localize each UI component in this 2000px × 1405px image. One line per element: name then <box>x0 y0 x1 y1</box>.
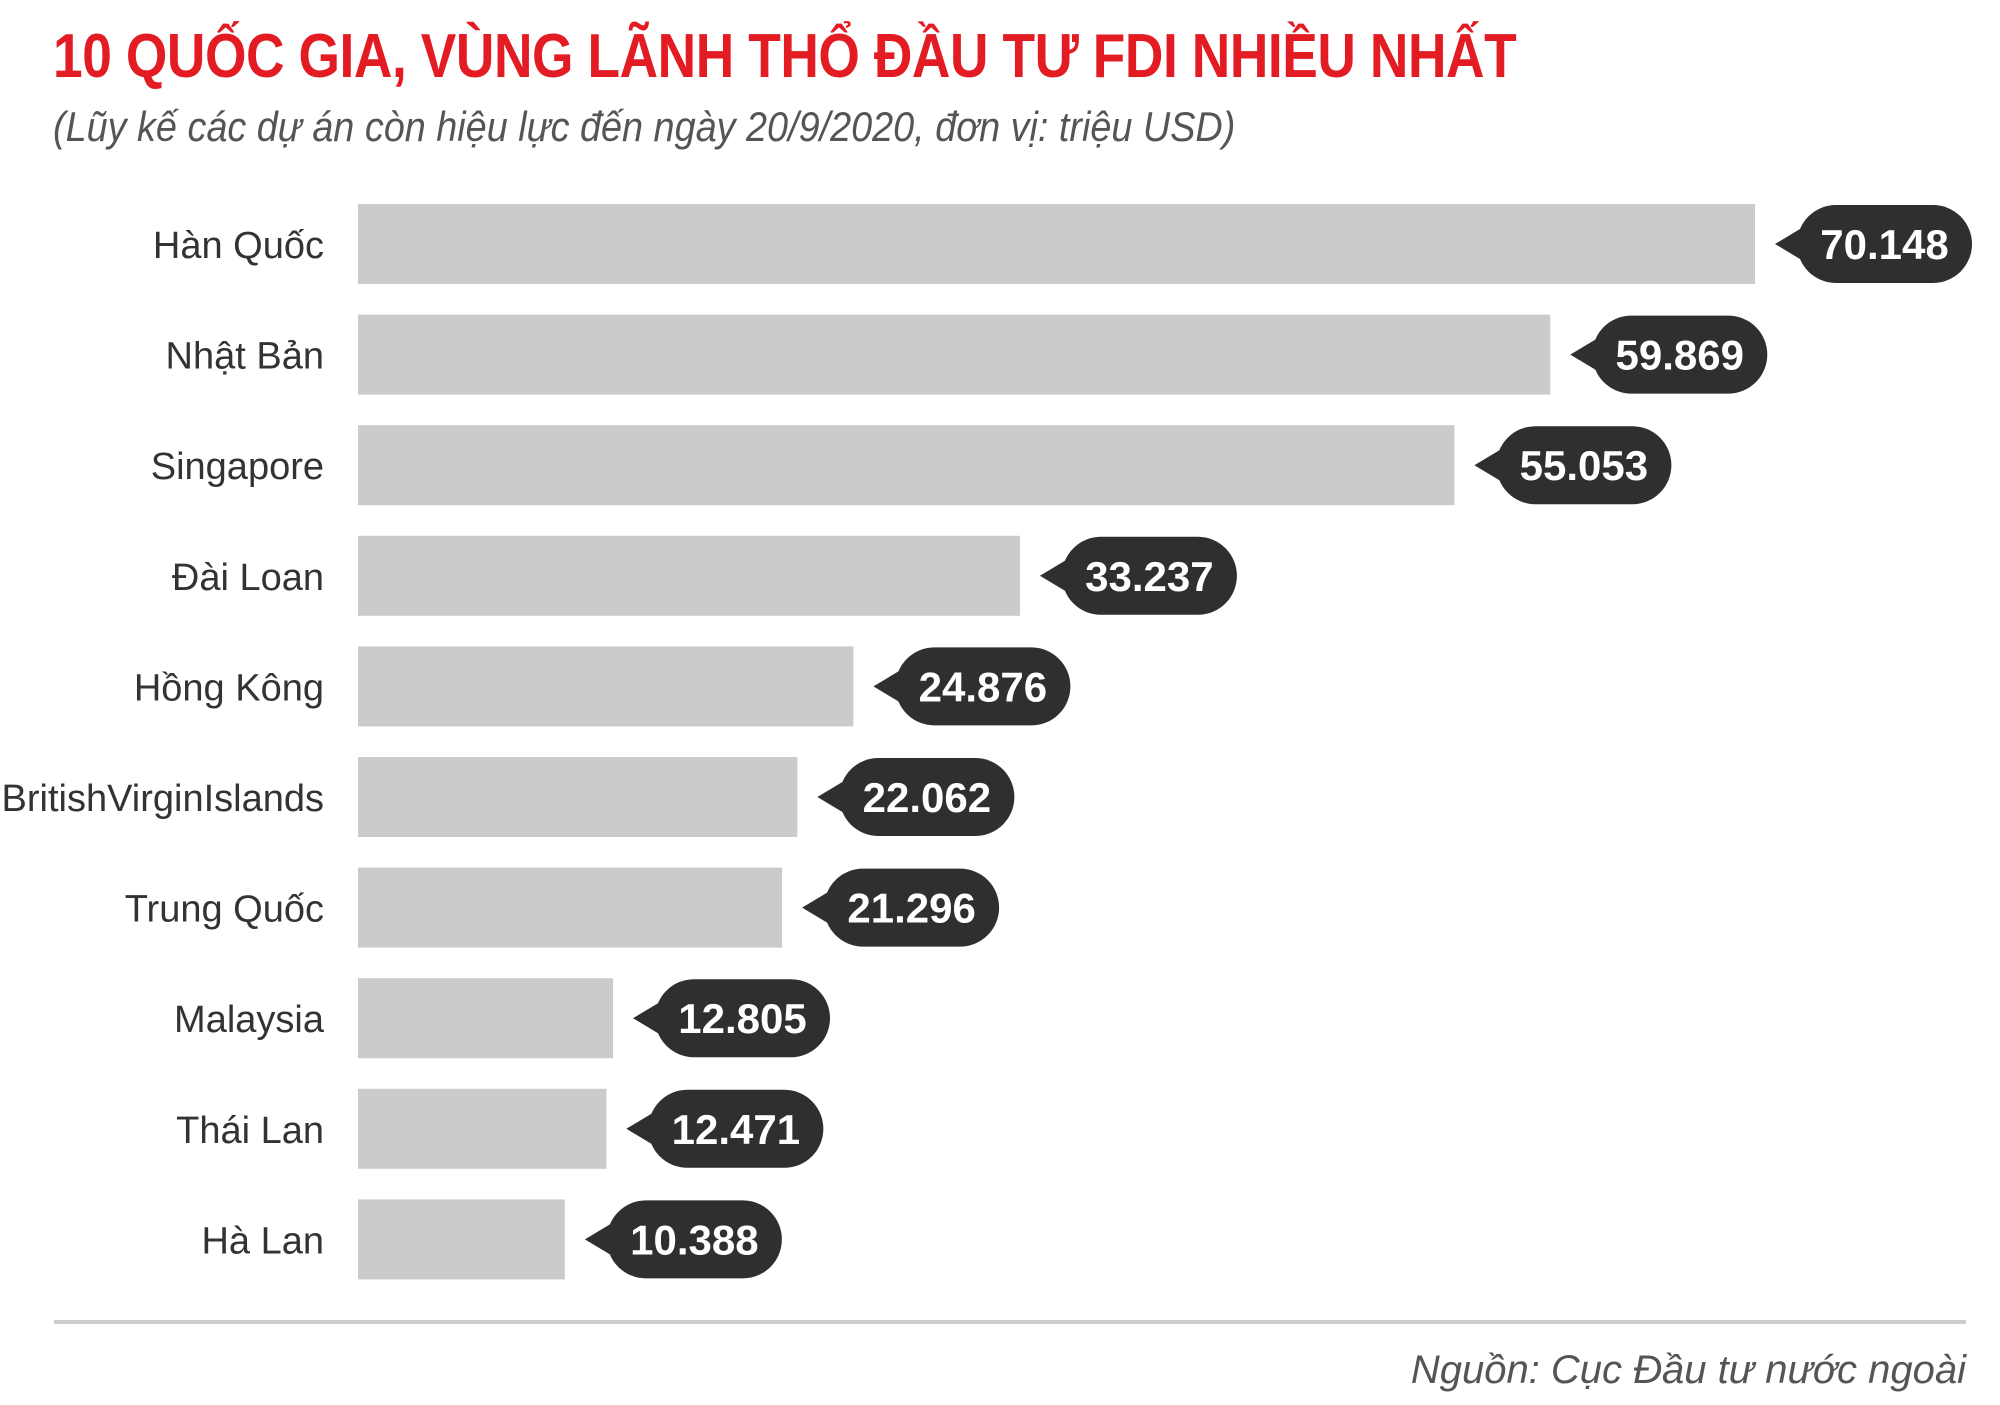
value-bubble-pointer <box>1039 557 1070 594</box>
value-label: 70.148 <box>1820 221 1948 268</box>
value-bubble-pointer <box>626 1110 657 1147</box>
value-label: 22.062 <box>863 774 991 821</box>
category-label: Đài Loan <box>172 557 324 599</box>
value-bubble <box>824 868 1000 947</box>
category-label: BritishVirginIslands <box>2 778 324 820</box>
bar <box>358 1199 565 1280</box>
value-bubble-pointer <box>584 1221 615 1258</box>
chart-subtitle: (Lũy kế các dự án còn hiệu lực đến ngày … <box>53 103 1236 150</box>
bar <box>358 204 1755 284</box>
category-label: Malaysia <box>174 999 325 1041</box>
chart-title: 10 QUỐC GIA, VÙNG LÃNH THỔ ĐẦU TƯ FDI NH… <box>53 22 1517 91</box>
value-bubble <box>606 1200 782 1279</box>
bar <box>358 535 1020 616</box>
value-label: 12.471 <box>672 1106 800 1153</box>
bar-chart: Hàn Quốc 70.148 Nhật Bản 59.869 Singapore 55.… <box>2 204 1972 1280</box>
value-bubble <box>1592 315 1768 394</box>
value-bubble <box>648 1089 824 1168</box>
value-bubble <box>1496 426 1672 505</box>
value-label: 59.869 <box>1616 332 1744 379</box>
value-bubble-pointer <box>1775 226 1805 262</box>
bar <box>358 314 1551 395</box>
category-label: Hàn Quốc <box>153 225 324 267</box>
source-note: Nguồn: Cục Đầu tư nước ngoài <box>1410 1348 1966 1392</box>
category-label: Hồng Kông <box>134 667 324 709</box>
value-bubble-pointer <box>873 668 904 705</box>
bar <box>358 646 854 727</box>
bar <box>358 978 614 1059</box>
value-bubble-pointer <box>633 1000 664 1037</box>
value-bubble-pointer <box>1474 447 1505 484</box>
bar <box>358 425 1455 506</box>
value-label: 21.296 <box>847 885 975 932</box>
bar <box>358 867 783 948</box>
value-bubble <box>1797 205 1972 283</box>
value-bubble <box>895 647 1071 726</box>
value-bubble <box>1061 536 1237 615</box>
value-bubble <box>839 758 1015 836</box>
value-label: 55.053 <box>1520 442 1648 489</box>
value-bubble <box>655 979 831 1058</box>
footer-divider <box>54 1320 1966 1324</box>
bar <box>358 1088 607 1169</box>
category-label: Trung Quốc <box>125 889 324 931</box>
value-bubble-pointer <box>817 779 848 815</box>
value-label: 33.237 <box>1085 553 1213 600</box>
category-label: Thái Lan <box>176 1110 324 1152</box>
category-label: Nhật Bản <box>166 336 324 378</box>
bar <box>358 757 798 837</box>
category-label: Singapore <box>151 446 324 488</box>
value-bubble-pointer <box>1570 336 1601 373</box>
value-bubble-pointer <box>802 889 833 926</box>
category-label: Hà Lan <box>201 1220 324 1262</box>
value-label: 24.876 <box>919 663 1047 710</box>
value-label: 12.805 <box>678 995 806 1042</box>
value-label: 10.388 <box>630 1216 758 1263</box>
